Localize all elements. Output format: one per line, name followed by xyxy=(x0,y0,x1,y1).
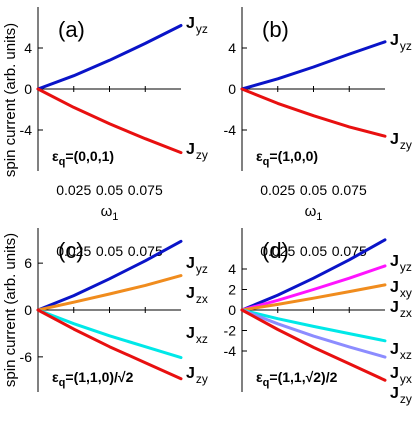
series-line-jzy xyxy=(240,87,387,138)
x-tick-label: 0.05 xyxy=(300,243,327,259)
series-label-jzy: Jzy xyxy=(390,385,412,406)
series-line-jyz xyxy=(36,239,183,312)
y-tick-label: -2 xyxy=(224,323,237,339)
series-label-jyz: Jyz xyxy=(186,255,208,276)
y-tick-label: 0 xyxy=(24,81,32,97)
series-line-jxz xyxy=(240,308,387,343)
panel-label: (c) xyxy=(58,238,84,263)
panel-label: (d) xyxy=(262,238,289,263)
series-line-jxz xyxy=(36,308,183,360)
series-label-jyx: Jyx xyxy=(390,365,412,386)
x-axis-title: ω1 xyxy=(101,203,119,223)
x-tick-label: 0.05 xyxy=(96,182,123,198)
y-tick-label: 4 xyxy=(228,261,236,277)
x-tick-label: 0.075 xyxy=(332,182,367,198)
series-line-jzy xyxy=(36,87,183,155)
y-tick-label: 4 xyxy=(228,40,236,56)
series-label-jzx: Jzx xyxy=(186,285,208,306)
y-tick-label: -4 xyxy=(224,343,237,359)
y-tick-label: 0 xyxy=(228,302,236,318)
chart-panel-c: 6 0 -6 Jyz Jzx Jxz Jzy (c) εq=(1,1,0)/√2 xyxy=(20,228,208,392)
x-tick-label: 0.075 xyxy=(332,243,367,259)
x-tick-label: 0.025 xyxy=(56,243,91,259)
polarization-label: εq=(1,1,√2)/2 xyxy=(256,369,338,389)
series-label-jzy: Jzy xyxy=(186,141,208,162)
x-tick-label: 0.05 xyxy=(300,182,327,198)
chart-panel-a: 4 0 -4 Jyz Jzy (a) εq=(0,0,1) 0.025 0.05 0.075 0.0… xyxy=(20,7,208,259)
y-axis-title-bottom: spin current (arb. units) xyxy=(2,233,19,387)
series-line-jyz xyxy=(36,24,183,91)
series-label-jzy: Jzy xyxy=(186,365,208,386)
series-line-jzy xyxy=(36,308,183,381)
polarization-label: εq=(1,0,0) xyxy=(256,148,318,168)
series-line-jzy xyxy=(240,308,387,382)
series-line-jxy xyxy=(240,264,387,312)
x-tick-label: 0.025 xyxy=(260,243,295,259)
x-tick-label: 0.025 xyxy=(56,182,91,198)
x-axis-title: ω1 xyxy=(305,203,323,223)
y-tick-label: 0 xyxy=(228,81,236,97)
series-label-jyz: Jyz xyxy=(390,32,412,53)
panel-label: (a) xyxy=(58,17,85,42)
series-label-jyz: Jyz xyxy=(186,15,208,36)
y-tick-label: 4 xyxy=(24,40,32,56)
y-tick-label: -6 xyxy=(20,349,33,365)
series-label-jyz: Jyz xyxy=(390,253,412,274)
y-tick-label: 2 xyxy=(228,282,236,298)
x-tick-label: 0.075 xyxy=(128,243,163,259)
series-line-jyx xyxy=(240,308,387,359)
series-label-jzx: Jzx xyxy=(390,299,412,320)
panel-label: (b) xyxy=(262,17,289,42)
series-line-jyz xyxy=(240,238,387,312)
series-line-jzx xyxy=(36,274,183,312)
series-line-jzx xyxy=(240,283,387,312)
series-label-jzy: Jzy xyxy=(390,131,412,152)
y-tick-label: 6 xyxy=(24,255,32,271)
y-tick-label: 0 xyxy=(24,302,32,318)
x-tick-label: 0.025 xyxy=(260,182,295,198)
series-label-jxz: Jxz xyxy=(186,325,208,346)
y-tick-label: -4 xyxy=(20,122,33,138)
y-tick-label: -4 xyxy=(224,122,237,138)
polarization-label: εq=(1,1,0)/√2 xyxy=(52,369,134,389)
x-tick-label: 0.075 xyxy=(128,182,163,198)
series-label-jxz: Jxz xyxy=(390,341,412,362)
chart-panel-b: 4 0 -4 Jyz Jzy (b) εq=(1,0,0) 0.025 0.05 0.075 0.0… xyxy=(224,7,412,259)
x-tick-label: 0.05 xyxy=(96,243,123,259)
series-label-jxy: Jxy xyxy=(390,279,412,300)
y-axis-title-top: spin current (arb. units) xyxy=(2,23,19,177)
polarization-label: εq=(0,0,1) xyxy=(52,148,114,168)
series-line-jyz xyxy=(240,40,387,91)
